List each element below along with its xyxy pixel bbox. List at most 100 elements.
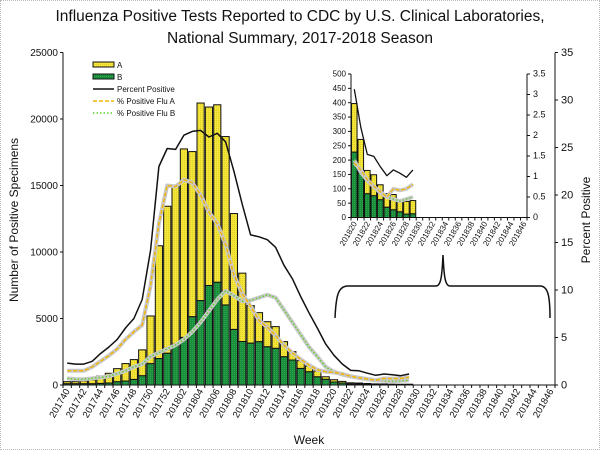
legend-label-0: A (117, 61, 123, 70)
bar-a-201809 (238, 272, 247, 343)
bar-b-201827 (396, 211, 404, 218)
bar-b-201817 (304, 371, 314, 386)
y-tick-label: 500 (333, 70, 347, 79)
bar-b-201819 (321, 378, 330, 386)
y2-tick-label: 3 (533, 89, 538, 99)
y-tick-label: 0 (342, 213, 347, 222)
y2-tick-label: 0 (561, 379, 567, 391)
bar-a-201822 (346, 382, 355, 385)
y-tick-label: 20000 (30, 114, 58, 125)
bar-b-201810 (246, 342, 255, 386)
bar-b-201822 (363, 193, 371, 218)
y-tick-label: 15000 (30, 181, 58, 192)
bar-b-201807 (221, 304, 230, 386)
y2-tick-label: 1 (533, 171, 538, 181)
line-percent-flu-b (67, 290, 410, 382)
bar-b-201809 (238, 341, 247, 386)
y2-tick-label: 3.5 (533, 69, 546, 79)
y2-tick-label: 0 (533, 212, 538, 222)
bar-b-201751 (154, 358, 163, 386)
bar-a-201824 (363, 382, 372, 385)
bar-a-201807 (221, 136, 230, 306)
bar-b-201823 (370, 195, 378, 219)
y2-tick-label: 0.5 (533, 192, 546, 202)
bar-b-201749 (138, 375, 147, 386)
y-tick-label: 10000 (30, 247, 58, 258)
y2-tick-label: 2.5 (533, 110, 546, 120)
bar-b-201815 (288, 359, 297, 386)
y-tick-label: 200 (333, 156, 347, 165)
legend-label-4: % Positive Flu B (117, 109, 175, 118)
bar-b-201801 (171, 343, 180, 386)
bar-b-201826 (390, 209, 397, 219)
legend-label-2: Percent Positive (117, 85, 175, 94)
bar-a-201802 (179, 148, 189, 338)
bar-a-201803 (188, 151, 197, 318)
y-tick-label: 50 (337, 199, 346, 208)
bar-a-201826 (390, 194, 397, 211)
bar-b-201811 (254, 341, 264, 386)
bar-b-201750 (146, 363, 155, 386)
y2-tick-label: 35 (561, 47, 573, 59)
y-tick-label: 250 (333, 141, 347, 150)
bar-b-201747 (121, 380, 130, 386)
legend-swatch-b (92, 73, 115, 80)
bar-b-201808 (229, 328, 239, 386)
bar-b-201813 (271, 347, 280, 386)
line-percent-flu-a (67, 179, 410, 382)
bar-b-201825 (383, 206, 391, 218)
line-percent-flu-a (353, 162, 414, 198)
bar-b-201814 (279, 356, 289, 386)
bar-b-201829 (409, 213, 417, 218)
y-tick-label: 5000 (36, 314, 59, 325)
bar-a-201820 (350, 103, 358, 153)
bar-a-201752 (163, 205, 172, 354)
y2-axis-label: Percent Positive (579, 176, 593, 263)
bar-a-201828 (403, 200, 410, 215)
legend-label-1: B (117, 73, 122, 82)
bar-b-201818 (313, 376, 322, 386)
y-tick-label: 150 (333, 170, 347, 179)
chart-title-line-2: National Summary, 2017-2018 Season (167, 30, 433, 47)
bar-b-201752 (163, 352, 172, 386)
bar-a-201801 (171, 185, 180, 345)
bar-a-201812 (263, 321, 272, 348)
x-axis-label: Week (294, 433, 325, 447)
bar-a-201829 (409, 200, 417, 215)
y2-tick-label: 20 (561, 189, 573, 201)
bar-b-201824 (377, 199, 384, 218)
bar-b-201816 (296, 367, 305, 386)
y-tick-label: 100 (333, 184, 347, 193)
y-tick-label: 450 (333, 84, 347, 93)
bar-a-201751 (154, 245, 163, 360)
legend-label-3: % Positive Flu A (117, 97, 175, 106)
legend: AB Percent Positive % Positive Flu A % Posi… (92, 61, 175, 118)
y2-tick-label: 10 (561, 284, 573, 296)
bar-a-201805 (204, 106, 214, 287)
bar-b-201828 (403, 213, 410, 218)
y-tick-label: 400 (333, 98, 347, 107)
bar-a-201823 (354, 382, 364, 385)
bar-a-201820 (329, 379, 339, 383)
bar-a-201825 (383, 193, 391, 208)
bar-a-201819 (321, 376, 330, 380)
y-tick-label: 350 (333, 113, 347, 122)
bar-b-201804 (196, 300, 205, 386)
y2-tick-label: 30 (561, 94, 573, 106)
chart-title-line-1: Influenza Positive Tests Reported to CDC… (55, 8, 545, 25)
inset-plot: 0 50 100 150 200 250 300 350 400 450 500 0 0.5 1 1.5 2 2… (318, 66, 550, 251)
bar-a-201741 (71, 381, 80, 385)
bar-b-201821 (357, 172, 365, 218)
bar-a-201821 (338, 380, 347, 384)
y-tick-label: 300 (333, 127, 347, 136)
y-tick-label: 0 (52, 380, 58, 391)
line-percent-flu-b-shadow (66, 288, 410, 384)
bar-a-201811 (254, 312, 264, 343)
bar-b-201812 (263, 346, 272, 386)
y2-tick-label: 2 (533, 130, 538, 140)
bar-a-201825 (371, 383, 380, 386)
y2-tick-label: 25 (561, 142, 573, 154)
y-axis-label: Number of Positive Specimens (7, 138, 21, 302)
bar-a-201742 (79, 380, 88, 385)
